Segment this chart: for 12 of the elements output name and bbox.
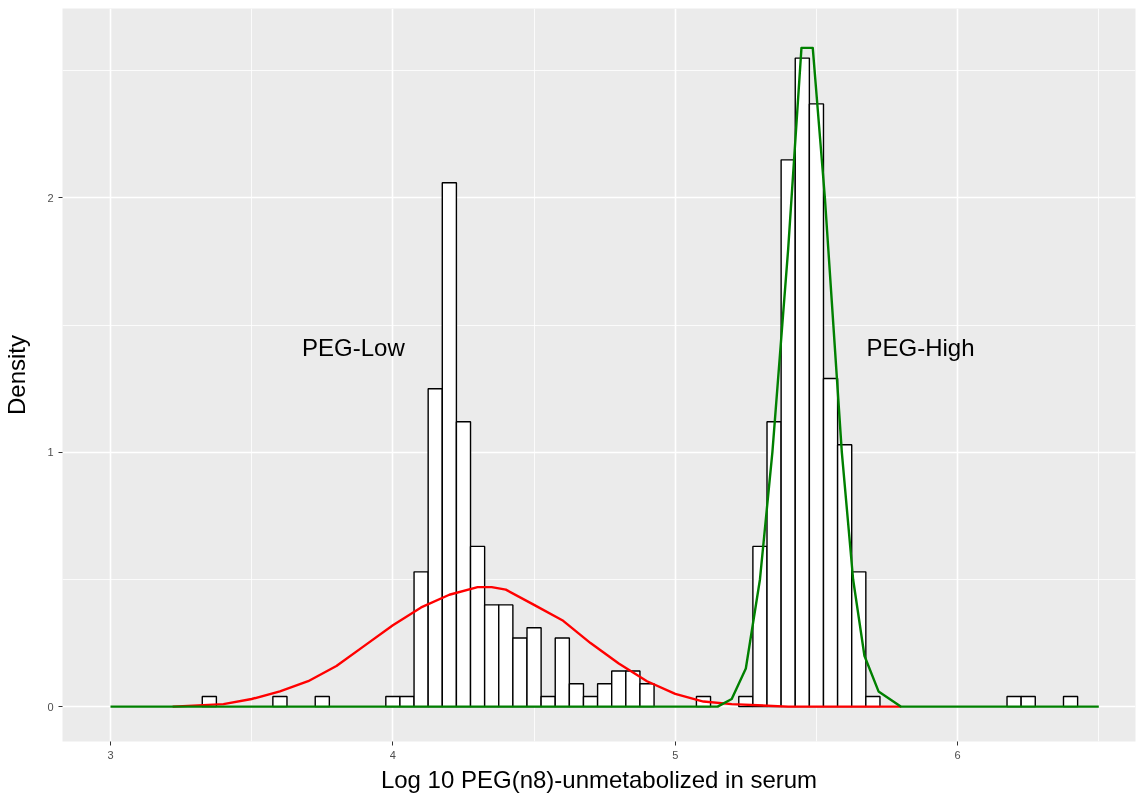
annotation: PEG-Low [302,333,406,361]
x-tick-label: 4 [389,748,396,761]
x-axis-title: Log 10 PEG(n8)-unmetabolized in serum [380,765,818,793]
annotation: PEG-High [866,333,975,361]
y-tick-label: 0 [47,700,54,713]
x-tick-label: 5 [672,748,679,761]
y-tick-label: 2 [47,191,54,204]
x-tick-label: 3 [107,748,114,761]
line-series [109,46,1100,708]
y-axis-title: Density [3,334,31,416]
x-tick-label: 6 [954,748,961,761]
y-tick-label: 1 [47,446,54,459]
